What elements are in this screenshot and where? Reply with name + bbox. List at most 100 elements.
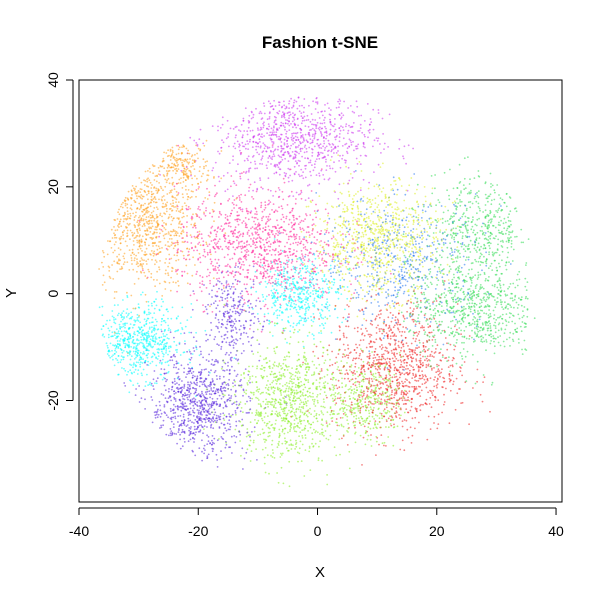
data-point-series-8 bbox=[376, 267, 379, 270]
data-point-series-0 bbox=[177, 280, 179, 283]
data-point-series-7 bbox=[427, 323, 429, 325]
data-point-series-9 bbox=[355, 297, 358, 299]
data-point-series-9 bbox=[365, 307, 368, 309]
data-point-series-0 bbox=[213, 201, 216, 204]
data-point-series-2 bbox=[315, 242, 317, 245]
data-point-series-6 bbox=[377, 394, 380, 397]
data-point-series-3 bbox=[117, 330, 120, 333]
data-point-series-3 bbox=[126, 294, 129, 297]
data-point-series-2 bbox=[277, 263, 279, 265]
data-point-series-6 bbox=[338, 329, 341, 332]
data-point-series-9 bbox=[429, 321, 432, 323]
data-point-series-7 bbox=[465, 275, 467, 278]
data-point-series-8 bbox=[412, 223, 415, 226]
data-point-series-3 bbox=[123, 367, 125, 370]
data-point-series-9 bbox=[366, 280, 369, 283]
data-point-series-7 bbox=[484, 209, 487, 212]
data-point-series-4 bbox=[258, 359, 261, 362]
data-point-series-1 bbox=[265, 164, 268, 167]
data-point-series-0 bbox=[166, 248, 169, 251]
data-point-series-8 bbox=[367, 237, 370, 240]
data-point-series-4 bbox=[213, 338, 216, 341]
data-point-series-4 bbox=[249, 381, 251, 384]
data-point-series-5 bbox=[255, 396, 257, 399]
data-point-series-0 bbox=[102, 251, 105, 254]
data-point-series-8 bbox=[422, 265, 424, 268]
data-point-series-9 bbox=[373, 241, 376, 244]
data-point-series-7 bbox=[481, 230, 484, 232]
data-point-series-0 bbox=[121, 206, 124, 209]
data-point-series-2 bbox=[206, 245, 209, 248]
data-point-series-1 bbox=[302, 177, 305, 180]
data-point-series-3 bbox=[311, 333, 314, 335]
data-point-series-8 bbox=[386, 201, 389, 203]
data-point-series-3 bbox=[174, 330, 177, 333]
data-point-series-5 bbox=[267, 415, 269, 417]
data-point-series-5 bbox=[261, 448, 264, 451]
data-point-series-5 bbox=[342, 403, 345, 405]
data-point-series-9 bbox=[451, 289, 454, 292]
data-point-series-2 bbox=[232, 246, 235, 249]
data-point-series-9 bbox=[392, 176, 395, 179]
data-point-series-5 bbox=[319, 433, 321, 435]
data-point-series-4 bbox=[192, 411, 195, 414]
data-point-series-2 bbox=[348, 233, 351, 236]
data-point-series-8 bbox=[386, 229, 389, 232]
data-point-series-7 bbox=[463, 188, 466, 191]
data-point-series-8 bbox=[394, 275, 396, 277]
data-point-series-1 bbox=[243, 130, 246, 132]
data-point-series-7 bbox=[489, 237, 492, 240]
data-point-series-8 bbox=[361, 241, 363, 244]
data-point-series-8 bbox=[361, 249, 363, 252]
data-point-series-0 bbox=[139, 191, 142, 194]
data-point-series-1 bbox=[232, 145, 235, 148]
data-point-series-1 bbox=[313, 163, 316, 166]
data-point-series-8 bbox=[394, 228, 396, 231]
data-point-series-1 bbox=[364, 135, 366, 138]
data-point-series-1 bbox=[379, 143, 381, 145]
data-point-series-1 bbox=[340, 125, 342, 128]
data-point-series-3 bbox=[297, 330, 299, 333]
data-point-series-6 bbox=[452, 380, 455, 383]
data-point-series-7 bbox=[495, 301, 498, 303]
data-point-series-6 bbox=[448, 375, 451, 377]
data-point-series-2 bbox=[250, 238, 252, 240]
data-point-series-8 bbox=[356, 315, 359, 318]
data-point-series-4 bbox=[192, 387, 195, 389]
data-point-series-0 bbox=[182, 176, 185, 179]
data-point-series-7 bbox=[465, 207, 468, 210]
data-point-series-9 bbox=[354, 289, 357, 291]
data-point-series-6 bbox=[417, 379, 420, 382]
data-point-series-8 bbox=[451, 201, 454, 204]
data-point-series-4 bbox=[224, 353, 227, 356]
data-point-series-1 bbox=[373, 139, 376, 142]
data-point-series-5 bbox=[326, 349, 329, 351]
data-point-series-3 bbox=[183, 351, 186, 354]
data-point-series-6 bbox=[421, 326, 424, 329]
data-point-series-8 bbox=[389, 203, 391, 206]
data-point-series-6 bbox=[406, 310, 408, 313]
data-point-series-6 bbox=[320, 368, 323, 370]
data-point-series-5 bbox=[299, 409, 302, 411]
data-point-series-7 bbox=[463, 281, 466, 284]
data-point-series-8 bbox=[366, 197, 369, 200]
data-point-series-6 bbox=[426, 360, 429, 362]
data-point-series-1 bbox=[243, 159, 246, 162]
data-point-series-0 bbox=[192, 165, 194, 167]
data-point-series-1 bbox=[372, 108, 375, 111]
data-point-series-7 bbox=[512, 248, 515, 251]
data-point-series-8 bbox=[369, 247, 372, 250]
data-point-series-0 bbox=[184, 185, 187, 188]
data-point-series-0 bbox=[185, 225, 188, 228]
data-point-series-3 bbox=[295, 266, 298, 269]
data-point-series-5 bbox=[267, 389, 270, 391]
data-point-series-0 bbox=[126, 206, 129, 209]
data-point-series-6 bbox=[425, 366, 428, 369]
data-point-series-7 bbox=[440, 348, 442, 351]
data-point-series-9 bbox=[327, 240, 330, 242]
data-point-series-6 bbox=[406, 392, 409, 394]
data-point-series-5 bbox=[233, 393, 236, 396]
data-point-series-7 bbox=[454, 312, 456, 314]
data-point-series-0 bbox=[123, 211, 126, 214]
